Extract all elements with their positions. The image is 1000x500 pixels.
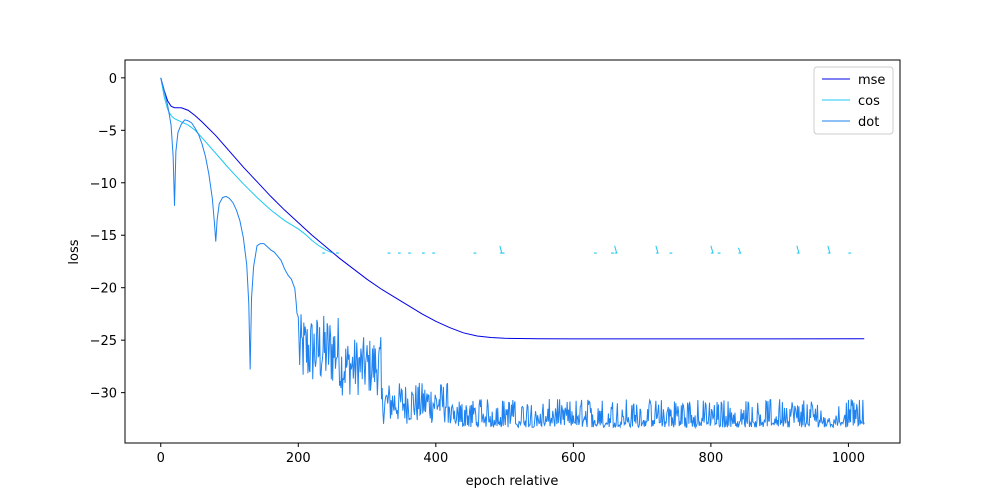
series-segment-cos <box>710 245 714 254</box>
x-tick-label: 0 <box>157 451 165 466</box>
y-tick-label: −25 <box>90 334 117 349</box>
series-line-cos <box>160 77 333 254</box>
y-tick-label: −5 <box>98 124 117 139</box>
series-line-mse <box>160 77 865 340</box>
x-tick-label: 400 <box>423 451 448 466</box>
x-tick-label: 1000 <box>832 451 865 466</box>
series-segment-cos <box>655 245 659 254</box>
y-tick-label: −10 <box>90 177 117 192</box>
legend-box <box>813 66 894 135</box>
series-segment-cos <box>796 245 800 254</box>
x-tick-label: 800 <box>698 451 723 466</box>
x-axis: 0 200 400 600 800 1000 <box>157 443 865 466</box>
y-axis: 0 −5 −10 −15 −20 −25 −30 <box>90 72 125 402</box>
legend-label-cos: cos <box>858 94 880 109</box>
y-tick-label: 0 <box>109 72 117 87</box>
series-segment-cos <box>737 247 741 254</box>
y-axis-label: loss <box>67 239 82 264</box>
x-tick-label: 600 <box>561 451 586 466</box>
y-tick-label: −30 <box>90 387 117 402</box>
legend-label-dot: dot <box>858 115 879 130</box>
legend-label-mse: mse <box>858 73 885 88</box>
x-tick-label: 200 <box>286 451 311 466</box>
axes-frame <box>124 59 901 444</box>
series-segment-cos <box>827 245 831 254</box>
series-segment-cos <box>499 245 503 254</box>
series-segment-cos <box>614 245 618 254</box>
y-tick-label: −15 <box>90 229 117 244</box>
legend: mse cos dot <box>813 66 894 135</box>
x-axis-label: epoch relative <box>466 474 559 489</box>
y-tick-label: −20 <box>90 282 117 297</box>
series-layer <box>160 77 865 430</box>
series-group <box>160 77 865 430</box>
series-line-dot <box>160 77 865 430</box>
